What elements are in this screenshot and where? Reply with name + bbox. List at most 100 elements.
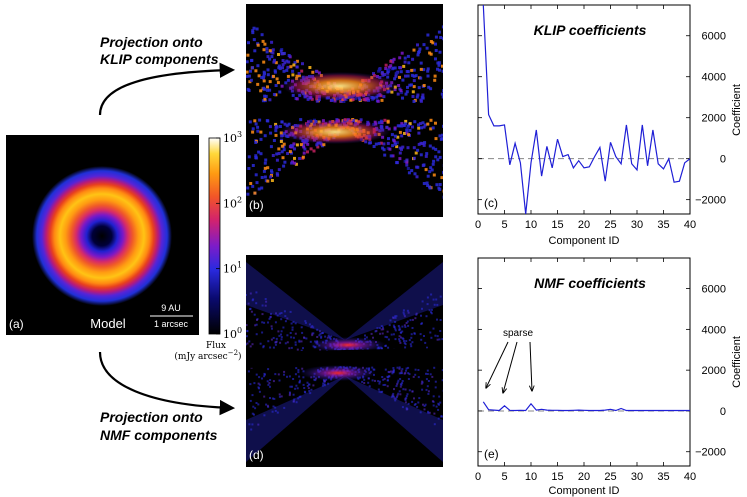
speckle-pixel xyxy=(306,97,310,101)
speckle-pixel xyxy=(271,410,274,413)
colorbar-label-close: ) xyxy=(238,351,242,362)
speckle-pixel xyxy=(421,121,425,125)
speckle-pixel xyxy=(422,84,426,87)
speckle-pixel xyxy=(352,119,356,122)
speckle-pixel xyxy=(378,327,381,329)
speckle-pixel xyxy=(289,332,292,334)
speckle-pixel xyxy=(296,387,299,390)
speckle-pixel xyxy=(391,372,394,375)
speckle-pixel xyxy=(397,84,401,87)
speckle-pixel xyxy=(442,172,443,175)
speckle-pixel xyxy=(433,78,437,82)
speckle-pixel xyxy=(444,315,446,317)
panel-d-ray-lr xyxy=(345,376,443,462)
speckle-pixel xyxy=(382,328,385,331)
speckle-pixel xyxy=(283,122,287,126)
speckle-pixel xyxy=(297,369,300,371)
speckle-pixel xyxy=(416,405,419,408)
speckle-pixel xyxy=(308,390,311,392)
speckle-pixel xyxy=(398,338,401,341)
colorbar-tick-exp: 1 xyxy=(237,261,242,270)
speckle-pixel xyxy=(297,371,300,374)
speckle-pixel xyxy=(289,385,292,388)
speckle-pixel xyxy=(256,82,260,86)
speckle-pixel xyxy=(316,145,320,149)
panel-e-xtick-label: 5 xyxy=(501,471,507,483)
speckle-pixel xyxy=(282,69,286,73)
speckle-pixel xyxy=(381,146,385,150)
speckle-pixel xyxy=(299,118,303,122)
speckle-pixel xyxy=(367,98,371,102)
speckle-pixel xyxy=(393,126,397,130)
speckle-pixel xyxy=(442,124,443,128)
speckle-pixel xyxy=(295,401,298,404)
speckle-pixel xyxy=(379,119,383,123)
speckle-pixel xyxy=(247,74,251,78)
panel-c-ytick-label: 2000 xyxy=(702,113,726,125)
speckle-pixel xyxy=(274,373,277,376)
speckle-pixel xyxy=(415,312,418,315)
colorbar-tick-base: 10 xyxy=(223,263,237,276)
panel-e-ytick-label: 6000 xyxy=(702,284,726,296)
speckle-pixel xyxy=(398,56,402,60)
speckle-pixel xyxy=(401,78,405,82)
speckle-pixel xyxy=(421,93,425,97)
speckle-pixel xyxy=(434,147,438,151)
speckle-pixel xyxy=(303,147,307,151)
speckle-pixel xyxy=(260,176,264,179)
speckle-pixel xyxy=(268,80,272,84)
speckle-pixel xyxy=(280,52,284,56)
speckle-pixel xyxy=(316,336,319,338)
speckle-pixel xyxy=(386,141,390,145)
speckle-pixel xyxy=(426,67,430,71)
speckle-pixel xyxy=(417,126,421,130)
speckle-pixel xyxy=(396,135,400,139)
speckle-pixel xyxy=(405,163,409,167)
speckle-pixel xyxy=(404,399,407,401)
speckle-pixel xyxy=(247,89,251,92)
speckle-pixel xyxy=(411,318,414,321)
speckle-pixel xyxy=(251,127,255,131)
speckle-pixel xyxy=(412,100,416,103)
speckle-pixel xyxy=(269,397,271,399)
speckle-pixel xyxy=(425,181,429,185)
speckle-pixel xyxy=(284,320,287,323)
speckle-pixel xyxy=(311,325,314,328)
speckle-pixel xyxy=(354,119,358,123)
speckle-pixel xyxy=(408,122,412,126)
speckle-pixel xyxy=(391,144,395,148)
speckle-pixel xyxy=(417,401,420,404)
speckle-pixel xyxy=(400,383,403,386)
speckle-pixel xyxy=(327,334,330,337)
speckle-pixel xyxy=(322,143,326,147)
speckle-pixel xyxy=(300,69,304,73)
speckle-pixel xyxy=(266,85,269,89)
speckle-pixel xyxy=(431,375,434,378)
speckle-pixel xyxy=(287,122,291,126)
speckle-pixel xyxy=(366,120,370,124)
speckle-pixel xyxy=(246,74,249,78)
panel-c-ytick-label: 4000 xyxy=(702,72,726,84)
speckle-pixel xyxy=(288,375,291,378)
speckle-pixel xyxy=(253,49,257,53)
speckle-pixel xyxy=(273,397,276,400)
speckle-pixel xyxy=(427,380,430,382)
speckle-pixel xyxy=(419,76,423,80)
panel-d-dark-lane xyxy=(246,348,443,368)
speckle-pixel xyxy=(278,395,281,398)
speckle-pixel xyxy=(261,331,264,334)
speckle-pixel xyxy=(415,175,419,179)
speckle-pixel xyxy=(378,382,381,385)
speckle-pixel xyxy=(415,95,419,99)
speckle-pixel xyxy=(396,383,399,386)
speckle-pixel xyxy=(405,322,408,324)
speckle-pixel xyxy=(408,339,411,342)
speckle-pixel xyxy=(256,43,260,47)
speckle-pixel xyxy=(421,388,424,391)
speckle-pixel xyxy=(258,387,260,390)
sparse-arrow-3 xyxy=(530,341,532,391)
speckle-pixel xyxy=(281,156,285,160)
speckle-pixel xyxy=(406,393,409,396)
speckle-pixel xyxy=(398,372,401,375)
speckle-pixel xyxy=(380,70,384,74)
